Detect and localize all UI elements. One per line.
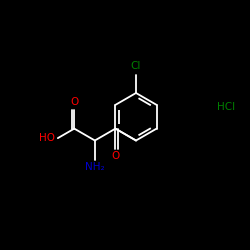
- Text: O: O: [111, 151, 120, 161]
- Text: HCl: HCl: [218, 102, 236, 113]
- Text: O: O: [70, 97, 78, 107]
- Text: Cl: Cl: [131, 62, 141, 72]
- Text: NH₂: NH₂: [85, 162, 105, 172]
- Text: HO: HO: [39, 133, 55, 143]
